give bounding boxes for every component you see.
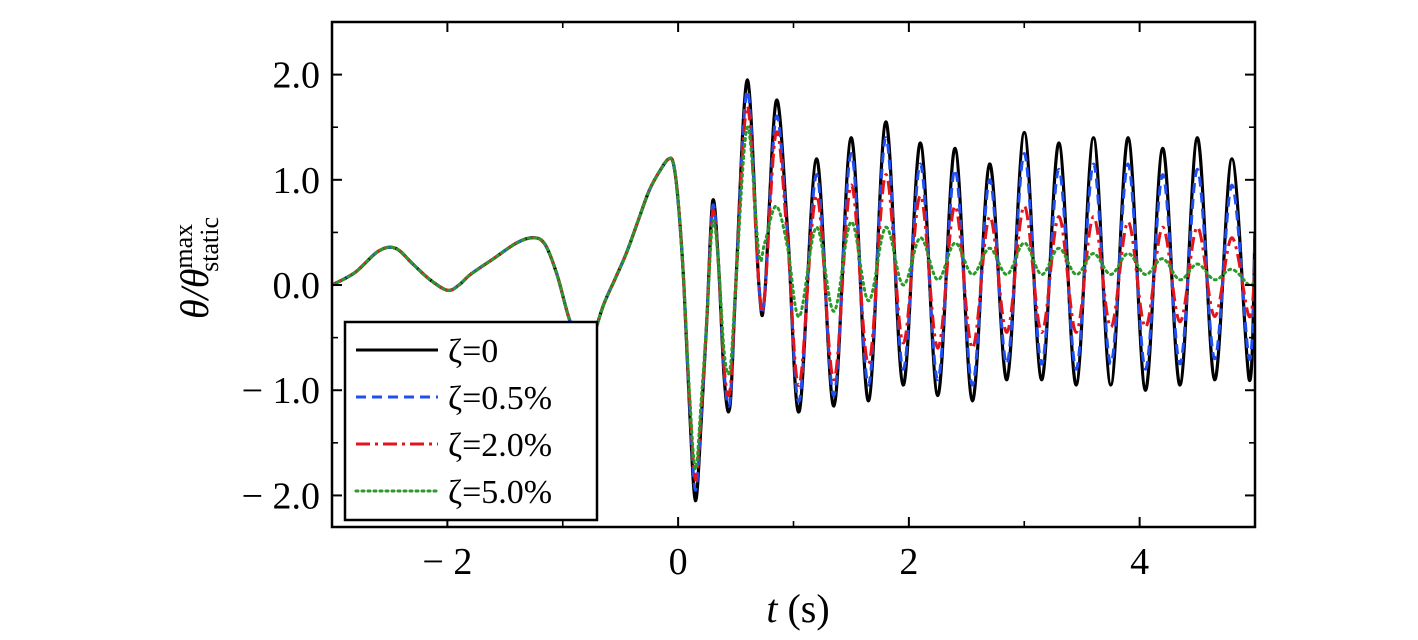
x-tick-label: 0 <box>669 541 688 583</box>
y-tick-label: − 1.0 <box>242 370 320 412</box>
x-axis-var: t <box>766 586 778 631</box>
legend-items: ζ=0 ζ=0.5% ζ=2.0% ζ=5.0% <box>354 333 552 511</box>
legend-label: ζ=0 <box>448 333 498 370</box>
legend-item: ζ=5.0% <box>354 474 552 511</box>
x-axis-label: t (s) <box>766 586 829 631</box>
tick-labels: − 2 0 2 4 − 2.0 − 1.0 0.0 1.0 2.0 <box>242 55 1150 583</box>
x-axis-unit: (s) <box>777 586 829 631</box>
x-tick-label: 2 <box>899 541 918 583</box>
y-axis-sub: static <box>195 217 224 272</box>
x-tick-label: − 2 <box>422 541 472 583</box>
legend-item: ζ=0.5% <box>356 380 552 417</box>
legend-item: ζ=2.0% <box>356 427 552 464</box>
legend: ζ=0 ζ=0.5% ζ=2.0% ζ=5.0% <box>343 320 599 522</box>
y-axis-label: θ/θmaxstatic <box>169 217 224 319</box>
legend-item: ζ=0 <box>356 333 498 370</box>
x-tick-label: 4 <box>1130 541 1149 583</box>
legend-label: ζ=2.0% <box>448 427 552 464</box>
legend-label: ζ=0.5% <box>448 380 552 417</box>
y-tick-label: − 2.0 <box>242 475 320 517</box>
plot-frame <box>330 20 1257 529</box>
y-tick-label: 2.0 <box>273 55 321 97</box>
y-axis-base: θ/θ <box>172 269 217 319</box>
y-tick-label: 0.0 <box>273 265 321 307</box>
legend-label: ζ=5.0% <box>448 474 552 511</box>
legend-box <box>343 320 599 522</box>
y-tick-label: 1.0 <box>273 160 321 202</box>
y-axis-sup: max <box>169 224 198 269</box>
series-line-3 <box>332 125 1255 471</box>
